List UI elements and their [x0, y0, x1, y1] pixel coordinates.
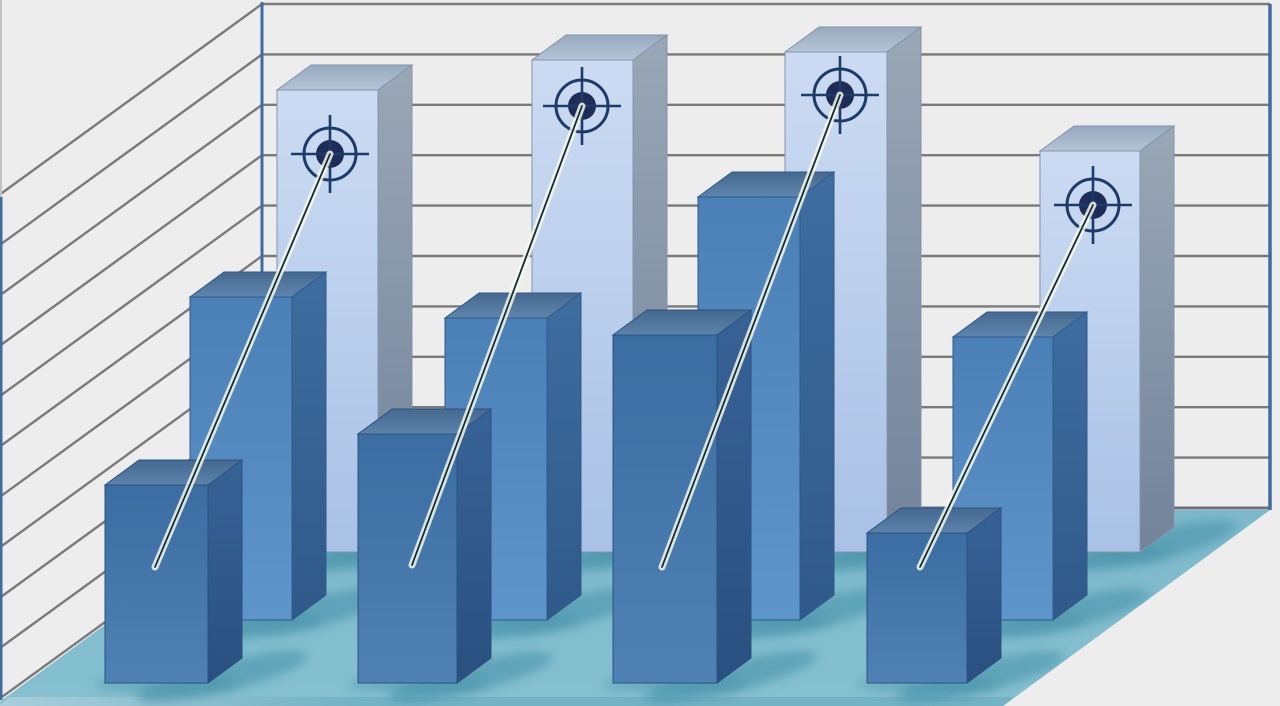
bar-front-face [612, 334, 718, 684]
bar-front-face [357, 433, 458, 684]
bar-side-face [886, 26, 922, 553]
bar-side-face [1139, 125, 1175, 553]
bar-side-face [207, 459, 243, 684]
wall-diagonal-gridline [0, 204, 262, 400]
bar-side-face [291, 271, 327, 621]
wall-diagonal-gridline [0, 154, 262, 349]
bar-front-face [104, 484, 209, 684]
pointer-line-4 [916, 201, 1097, 571]
bar-side-face [546, 292, 582, 621]
bar-side-face [799, 171, 835, 621]
pointer-line-core [919, 204, 1094, 568]
pointer-line-3 [658, 91, 844, 571]
bar-front-1 [103, 459, 244, 684]
wall-diagonal-gridline [0, 53, 262, 248]
bar-front-3 [611, 309, 753, 684]
bar-front-2 [356, 408, 493, 684]
wall-diagonal-gridline [0, 3, 262, 198]
bar-side-face [716, 309, 752, 684]
pointer-line-core [154, 153, 331, 568]
bar-front-4 [865, 507, 1003, 684]
pointer-line-2 [408, 102, 586, 569]
bar-side-face [456, 408, 492, 684]
pointer-line-1 [151, 150, 334, 571]
pointer-line-core [411, 105, 583, 566]
floor-front-band [0, 697, 1014, 706]
bar-side-face [966, 507, 1002, 684]
bar-front-face [866, 532, 968, 684]
wall-diagonal-gridline [0, 103, 262, 299]
pointer-line-core [661, 94, 841, 568]
bar-side-face [1052, 311, 1088, 621]
